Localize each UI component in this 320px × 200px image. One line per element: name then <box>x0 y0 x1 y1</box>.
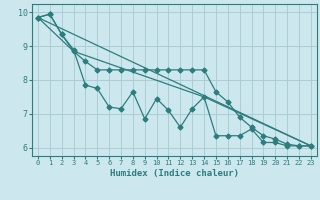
X-axis label: Humidex (Indice chaleur): Humidex (Indice chaleur) <box>110 169 239 178</box>
